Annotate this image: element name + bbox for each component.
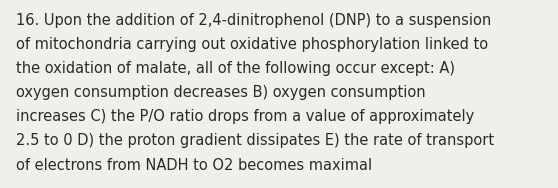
Text: the oxidation of malate, all of the following occur except: A): the oxidation of malate, all of the foll…	[16, 61, 455, 76]
Text: increases C) the P/O ratio drops from a value of approximately: increases C) the P/O ratio drops from a …	[16, 109, 474, 124]
Text: of mitochondria carrying out oxidative phosphorylation linked to: of mitochondria carrying out oxidative p…	[16, 37, 488, 52]
Text: of electrons from NADH to O2 becomes maximal: of electrons from NADH to O2 becomes max…	[16, 158, 372, 173]
Text: oxygen consumption decreases B) oxygen consumption: oxygen consumption decreases B) oxygen c…	[16, 85, 425, 100]
Text: 16. Upon the addition of 2,4-dinitrophenol (DNP) to a suspension: 16. Upon the addition of 2,4-dinitrophen…	[16, 13, 491, 28]
Text: 2.5 to 0 D) the proton gradient dissipates E) the rate of transport: 2.5 to 0 D) the proton gradient dissipat…	[16, 133, 494, 149]
